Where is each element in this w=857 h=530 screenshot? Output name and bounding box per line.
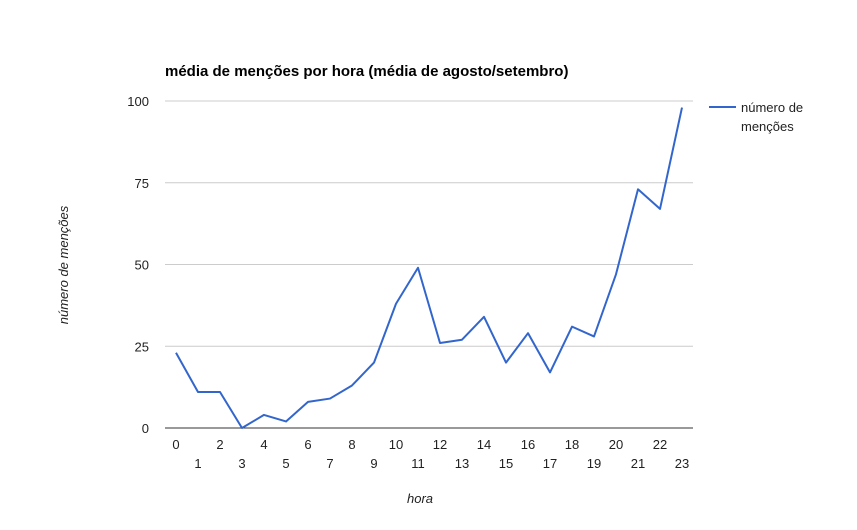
y-tick-label-0: 0: [142, 421, 149, 436]
y-axis-title: número de menções: [56, 205, 71, 324]
x-tick-label-14: 14: [477, 437, 491, 452]
x-tick-label-19: 19: [587, 456, 601, 471]
x-tick-label-12: 12: [433, 437, 447, 452]
x-tick-label-0: 0: [172, 437, 179, 452]
chart-title: média de menções por hora (média de agos…: [165, 63, 568, 80]
y-tick-label-50: 50: [135, 258, 149, 273]
x-tick-label-21: 21: [631, 456, 645, 471]
series-line-numero-de-mencoes: [175, 107, 683, 429]
x-axis-title: hora: [407, 491, 433, 506]
gridlines: [165, 100, 693, 347]
x-tick-label-6: 6: [304, 437, 311, 452]
x-tick-label-20: 20: [609, 437, 623, 452]
y-tick-label-100: 100: [127, 94, 149, 109]
y-tick-label-25: 25: [135, 339, 149, 354]
x-tick-label-15: 15: [499, 456, 513, 471]
x-tick-label-1: 1: [194, 456, 201, 471]
x-tick-label-11: 11: [411, 456, 425, 471]
x-tick-label-4: 4: [260, 437, 267, 452]
y-axis-tick-labels: 0 25 50 75 100: [127, 94, 149, 436]
x-tick-label-3: 3: [238, 456, 245, 471]
x-tick-label-9: 9: [370, 456, 377, 471]
x-tick-label-2: 2: [216, 437, 223, 452]
y-tick-label-75: 75: [135, 176, 149, 191]
x-tick-label-18: 18: [565, 437, 579, 452]
x-tick-label-8: 8: [348, 437, 355, 452]
legend: número de menções: [709, 100, 803, 134]
x-tick-label-16: 16: [521, 437, 535, 452]
x-tick-label-7: 7: [326, 456, 333, 471]
x-tick-label-13: 13: [455, 456, 469, 471]
legend-label-line-1: número de: [741, 100, 803, 115]
legend-label-line-2: menções: [741, 119, 794, 134]
x-tick-label-5: 5: [282, 456, 289, 471]
x-tick-label-23: 23: [675, 456, 689, 471]
x-tick-label-10: 10: [389, 437, 403, 452]
x-tick-label-17: 17: [543, 456, 557, 471]
x-tick-label-22: 22: [653, 437, 667, 452]
